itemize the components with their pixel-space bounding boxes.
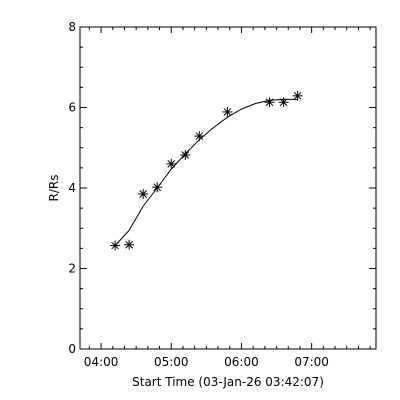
fit-line [114,98,298,246]
ticks [80,26,376,350]
x-tick-label: 06:00 [224,355,259,369]
data-point [292,90,303,101]
data-point [278,97,289,108]
markers [110,90,303,251]
data-point [180,149,191,160]
x-tick-label: 05:00 [154,355,189,369]
tick-labels: 04:00 05:00 06:00 07:00 0 2 4 6 8 [68,20,329,369]
data-point [138,189,149,200]
data-point [124,239,135,250]
data-point [222,106,233,117]
data-point [166,158,177,169]
data-point [152,182,163,193]
x-tick-label: 07:00 [294,355,329,369]
y-tick-label: 2 [68,262,76,276]
x-axis-label: Start Time (03-Jan-26 03:42:07) [132,375,324,389]
y-tick-label: 8 [68,20,76,34]
data-point [194,131,205,142]
data-point [110,240,121,251]
data-point [264,97,275,108]
y-tick-label: 0 [68,342,76,356]
y-tick-label: 4 [68,181,76,195]
x-tick-label: 04:00 [84,355,119,369]
plot-frame [79,26,377,350]
y-axis-label: R/Rs [47,175,61,202]
y-tick-label: 6 [68,101,76,115]
